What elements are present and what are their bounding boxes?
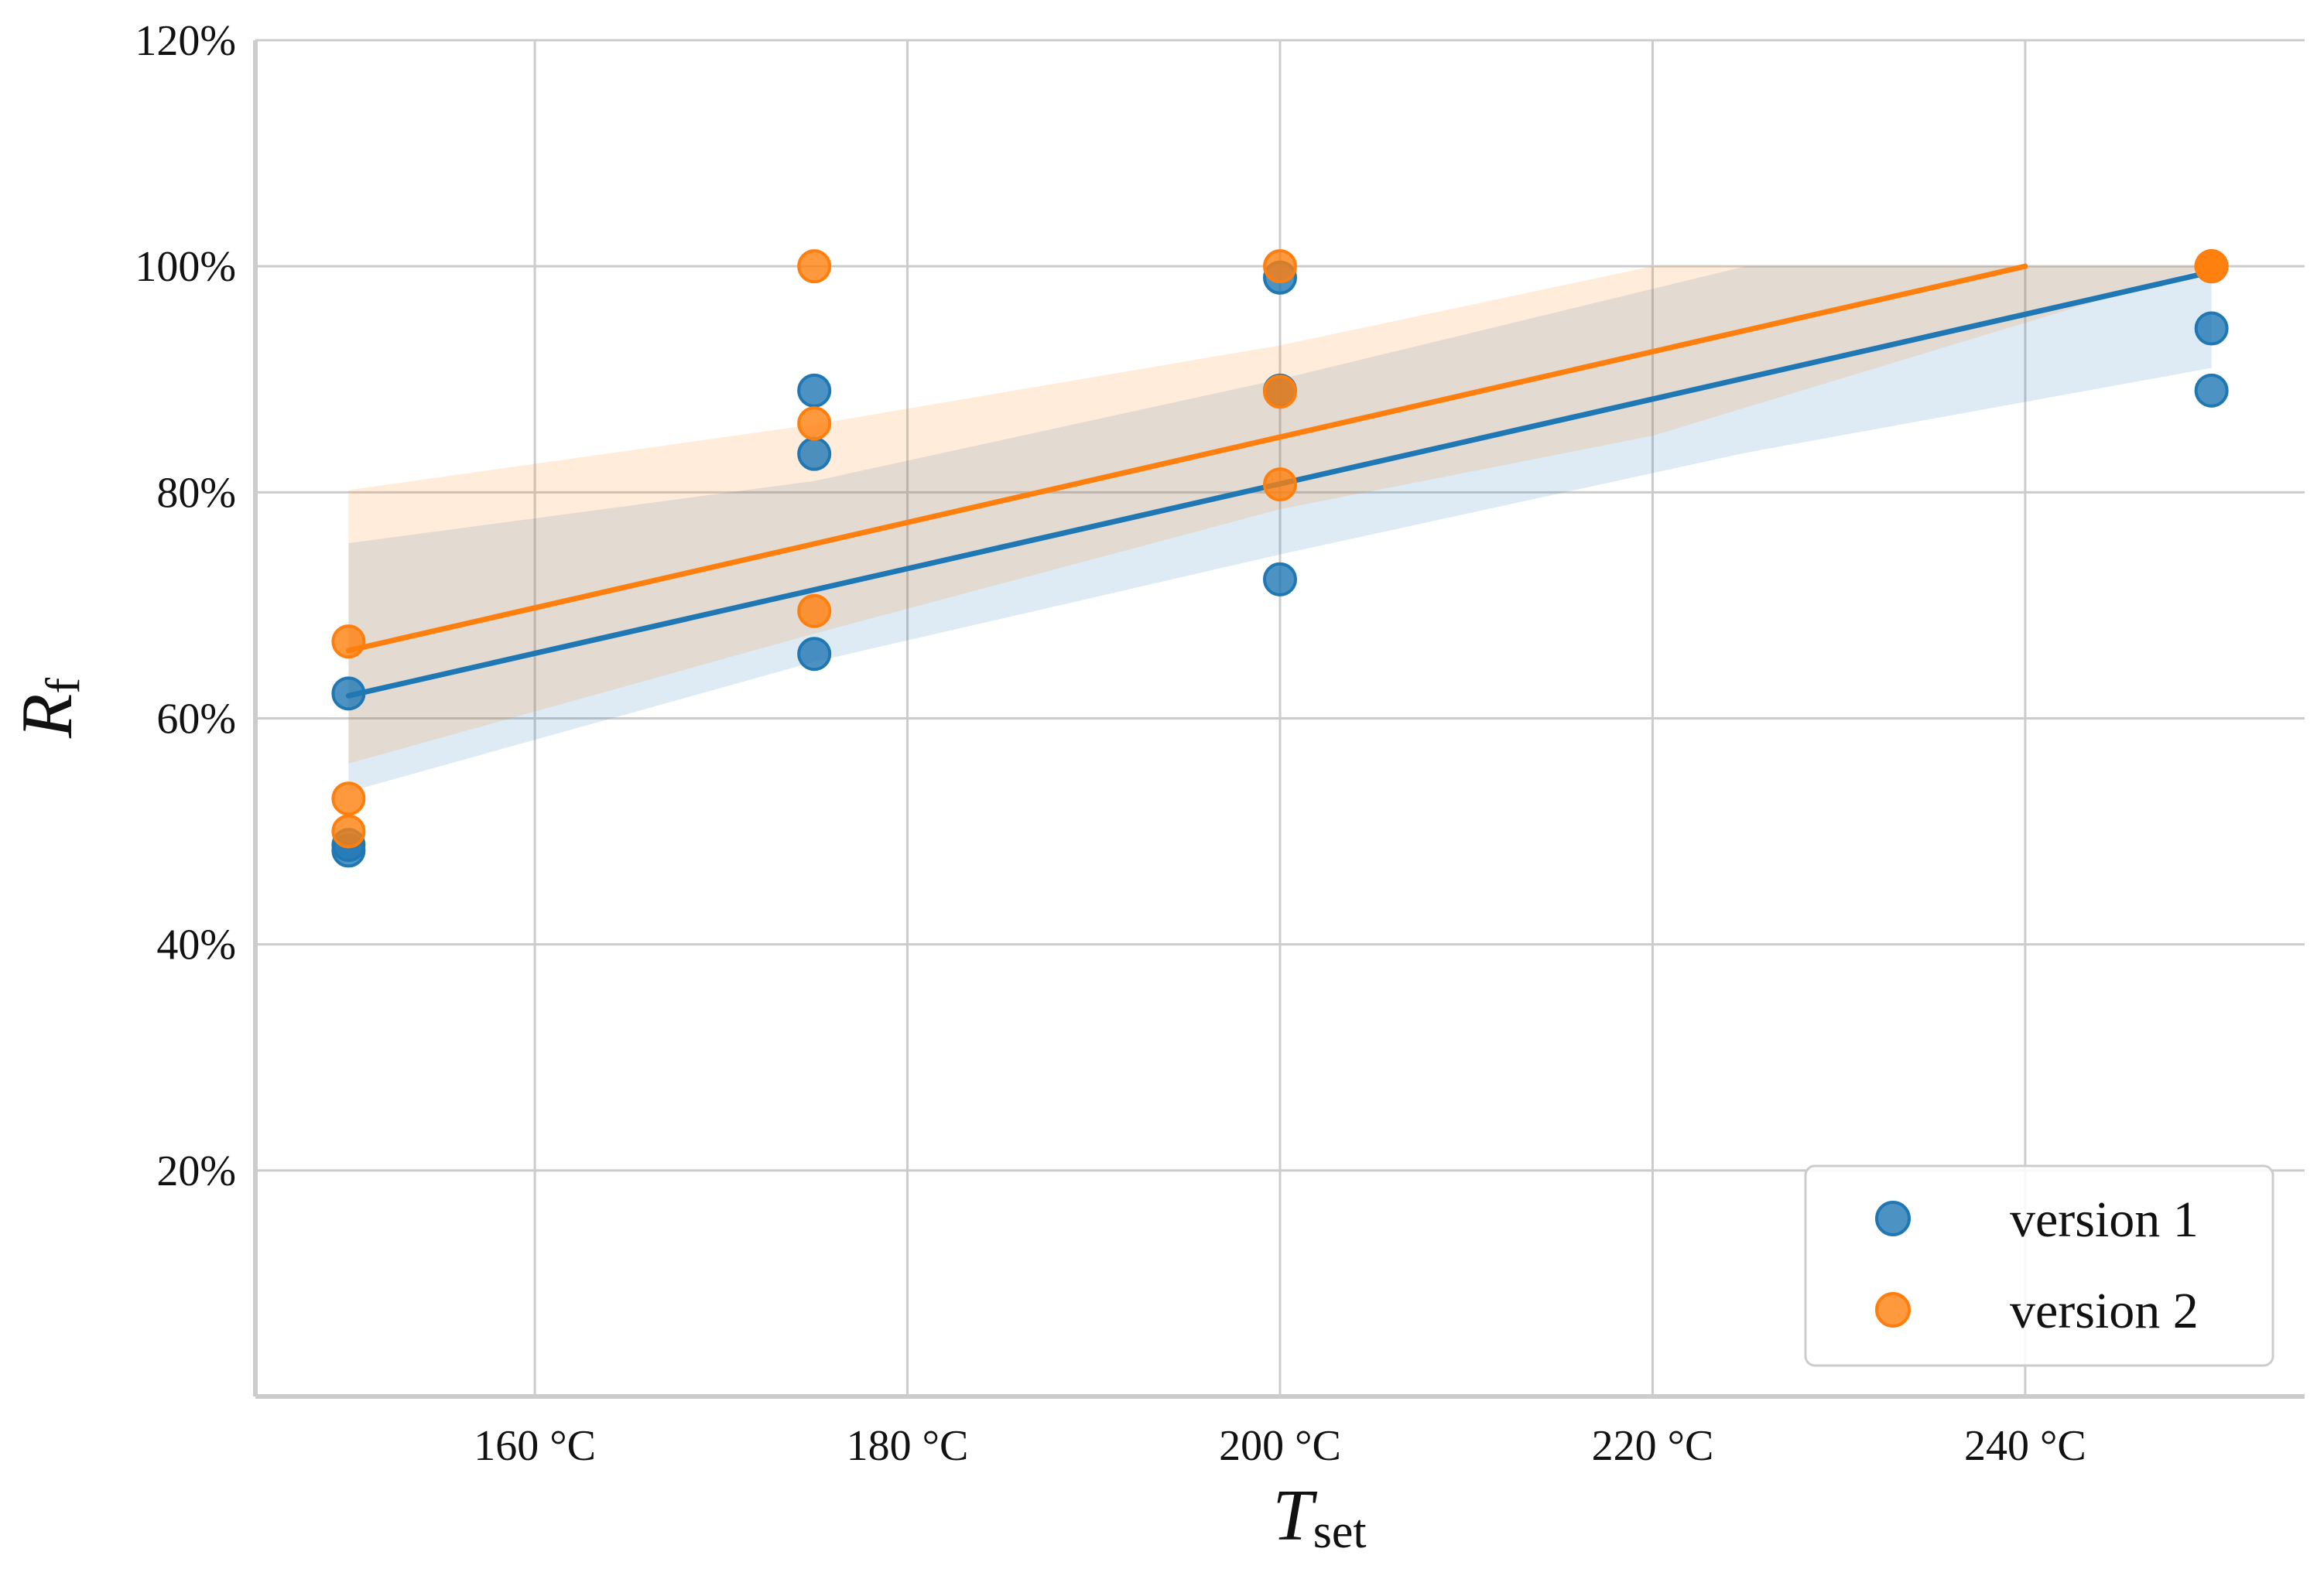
legend-marker-version-2 [1875,1292,1911,1328]
tick-labels: 160 °C 180 °C 200 °C 220 °C 240 °C 20% 40% 60% 8… [135,17,2086,1470]
y-tick-label-3: 80% [156,469,236,517]
point-series-2-2 [331,814,366,849]
x-tick-label-2: 200 °C [1219,1422,1341,1470]
y-axis-title-main: R [7,694,87,739]
point-series-2-4 [797,406,832,441]
legend-label-version-2: version 2 [2010,1283,2199,1339]
regression-line-series-2 [345,263,2028,654]
legend-marker-version-1 [1875,1201,1911,1236]
point-series-1-5 [797,637,832,672]
point-series-1-9 [2194,311,2229,346]
point-series-2-11 [2194,249,2229,284]
point-series-2-5 [797,593,832,628]
point-series-2-7 [1263,374,1297,409]
x-axis-title-main: T [1272,1475,1317,1556]
x-tick-label-0: 160 °C [474,1422,596,1470]
point-series-1-8 [1263,562,1297,596]
point-series-1-10 [2194,373,2229,408]
y-tick-label-2: 60% [156,696,236,743]
legend: version 1 version 2 [1804,1164,2274,1367]
point-series-1-4 [797,436,832,471]
y-axis-title: Rf [7,678,90,739]
axes [253,40,2305,1399]
x-tick-label-1: 180 °C [847,1422,969,1470]
y-tick-label-4: 100% [135,243,236,291]
ci-band-series-2 [348,266,2212,764]
point-series-1-0 [331,676,366,711]
x-tick-label-3: 220 °C [1592,1422,1714,1470]
point-series-1-3 [797,373,832,408]
y-tick-label-0: 20% [156,1147,236,1195]
y-tick-label-5: 120% [135,17,236,65]
legend-label-version-1: version 1 [2010,1191,2199,1248]
point-series-2-0 [331,624,366,659]
point-series-2-8 [1263,467,1297,502]
x-axis-title: Tset [1272,1475,1366,1558]
point-series-2-6 [1263,249,1297,284]
x-tick-label-4: 240 °C [1964,1422,2086,1470]
point-series-2-3 [797,249,832,284]
point-series-2-1 [331,781,366,816]
data-points [331,249,2229,868]
y-axis-title-sub: f [37,678,90,694]
legend-frame [1804,1164,2274,1367]
y-tick-label-1: 40% [156,921,236,969]
x-axis-title-sub: set [1313,1506,1367,1558]
